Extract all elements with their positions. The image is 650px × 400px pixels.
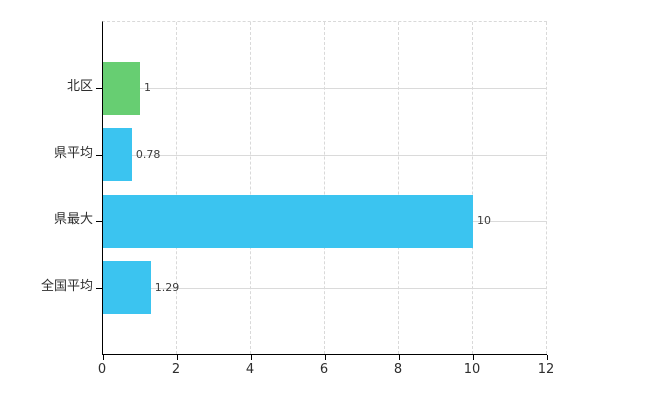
x-axis-tick-label: 2 <box>171 362 181 377</box>
x-axis-tick <box>473 355 474 360</box>
category-label: 全国平均 <box>40 278 93 294</box>
bar-value-label: 1.29 <box>154 280 180 294</box>
x-axis-tick-label: 8 <box>393 362 403 377</box>
gridline-horizontal <box>103 154 547 156</box>
x-axis-tick-label: 4 <box>245 362 255 377</box>
gridline-vertical <box>176 22 177 354</box>
bar-value-label: 0.78 <box>135 147 161 161</box>
x-axis-tick <box>399 355 400 360</box>
category-label: 県最大 <box>53 212 93 228</box>
gridline-vertical <box>546 22 547 354</box>
x-axis-tick-label: 6 <box>319 362 329 377</box>
gridline-vertical <box>472 22 473 354</box>
x-axis-tick-label: 0 <box>97 362 107 377</box>
gridline-horizontal <box>103 88 547 90</box>
x-axis-tick-label: 10 <box>463 362 481 377</box>
y-axis-tick <box>96 154 103 156</box>
x-axis-tick <box>103 355 104 360</box>
x-axis-tick <box>325 355 326 360</box>
x-axis-tick <box>177 355 178 360</box>
category-label: 北区 <box>66 79 93 95</box>
plot-area: 1 0.78 10 1.29 <box>96 21 548 360</box>
chart-bar <box>103 61 140 115</box>
y-axis-tick <box>96 88 103 90</box>
category-label: 県平均 <box>53 145 93 161</box>
bar-value-label: 1 <box>144 81 151 95</box>
gridline-vertical <box>324 22 325 354</box>
bar-value-label: 10 <box>477 214 491 228</box>
gridline-vertical <box>398 22 399 354</box>
chart-bar <box>103 194 473 248</box>
chart-bar <box>103 128 132 182</box>
x-axis-tick <box>547 355 548 360</box>
gridline-vertical <box>250 22 251 354</box>
x-axis-tick-label: 12 <box>537 362 555 377</box>
y-axis-tick <box>96 287 103 289</box>
y-axis-tick <box>96 221 103 223</box>
gridline-horizontal <box>103 287 547 289</box>
chart-bar <box>103 261 151 315</box>
x-axis-tick <box>251 355 252 360</box>
